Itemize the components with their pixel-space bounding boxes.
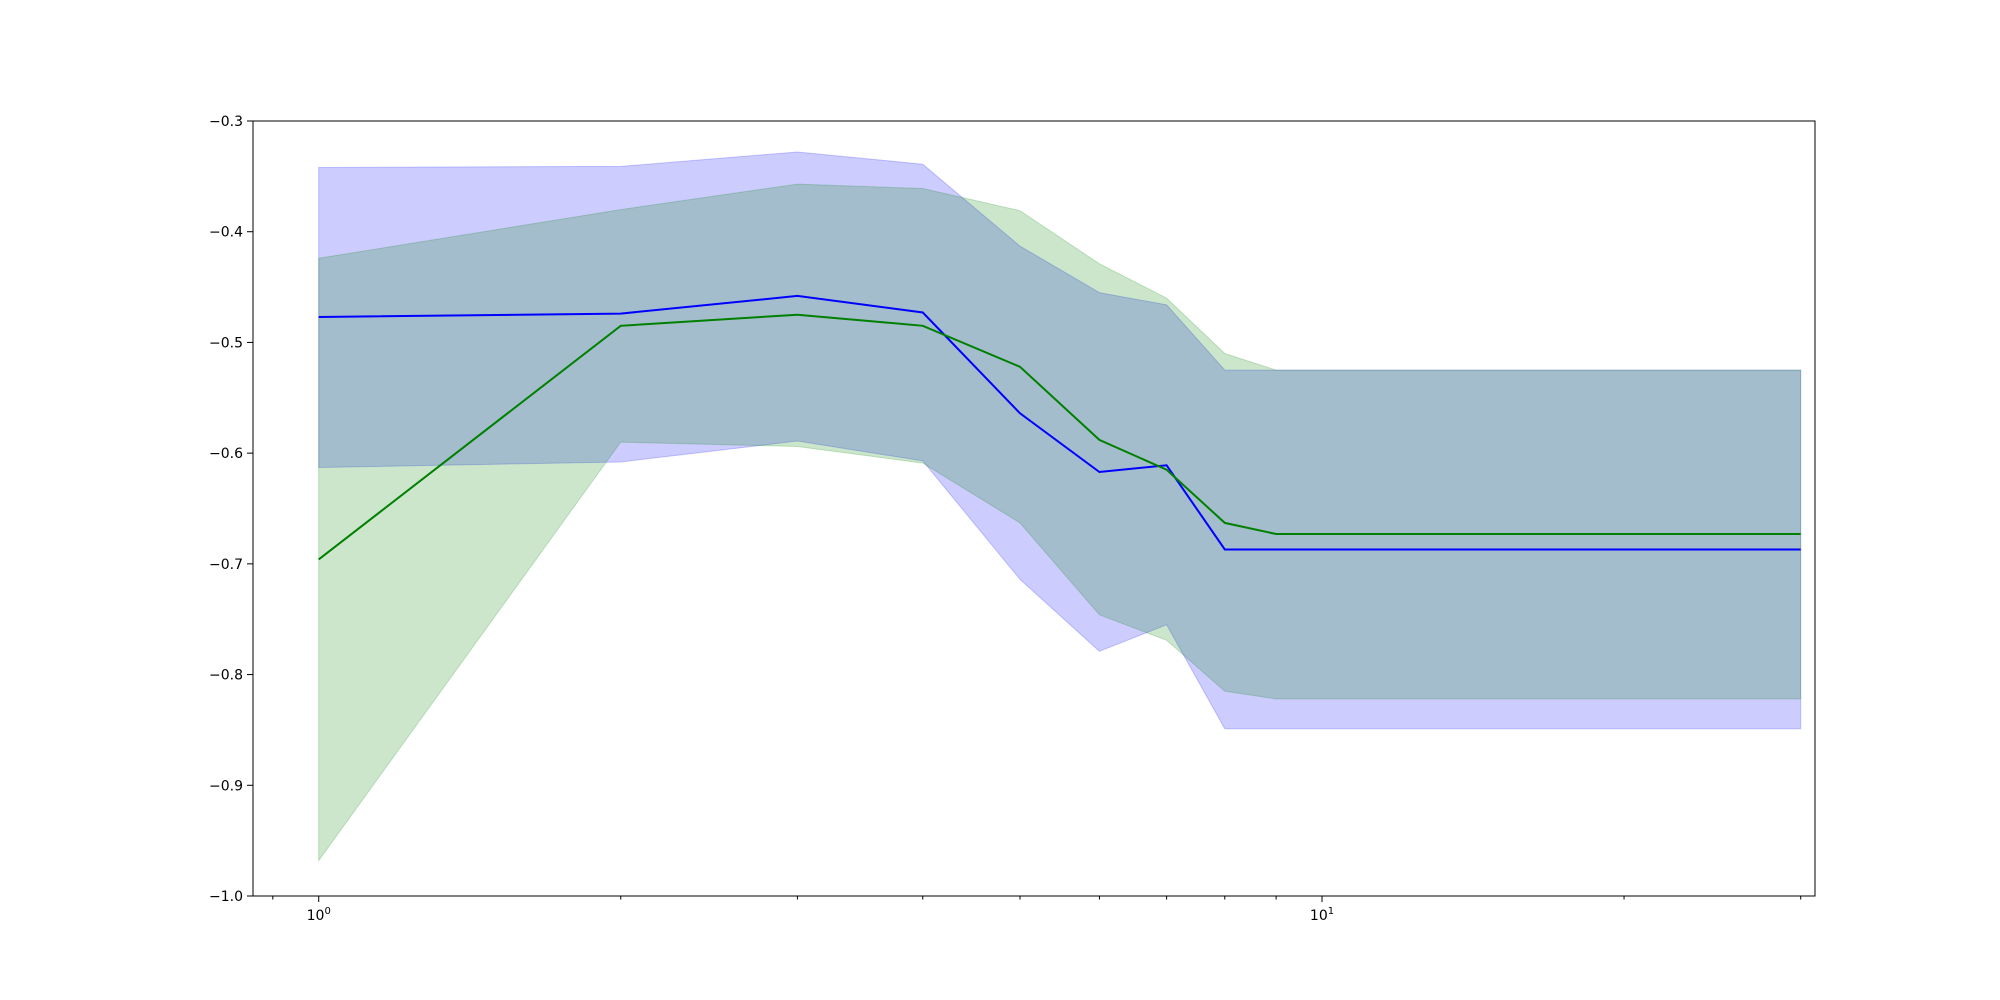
y-tick-label: −0.3 — [209, 114, 243, 130]
x-tick-label: 100 — [307, 906, 331, 924]
mean-line-0 — [318, 294, 1801, 551]
y-tick-label: −0.8 — [209, 668, 243, 684]
plot-frame — [252, 120, 1816, 897]
y-tick-label: −0.4 — [209, 225, 243, 241]
y-axis: −1.0 −0.9 −0.8 −0.7 −0.6 −0.5 −0.4 −0.3 — [209, 114, 253, 905]
confidence-band-0 — [318, 151, 1802, 730]
y-tick-label: −1.0 — [209, 889, 243, 905]
y-tick-label: −0.6 — [209, 446, 243, 462]
mean-line-1 — [318, 313, 1801, 561]
y-tick-label: −0.5 — [209, 335, 243, 351]
confidence-bands — [318, 151, 1802, 863]
x-tick-label: 101 — [1310, 906, 1334, 924]
confidence-band-1 — [318, 183, 1802, 863]
x-axis: 100 101 — [272, 896, 1802, 924]
y-tick-label: −0.9 — [209, 778, 243, 794]
y-tick-label: −0.7 — [209, 557, 243, 573]
series-lines — [318, 294, 1801, 561]
